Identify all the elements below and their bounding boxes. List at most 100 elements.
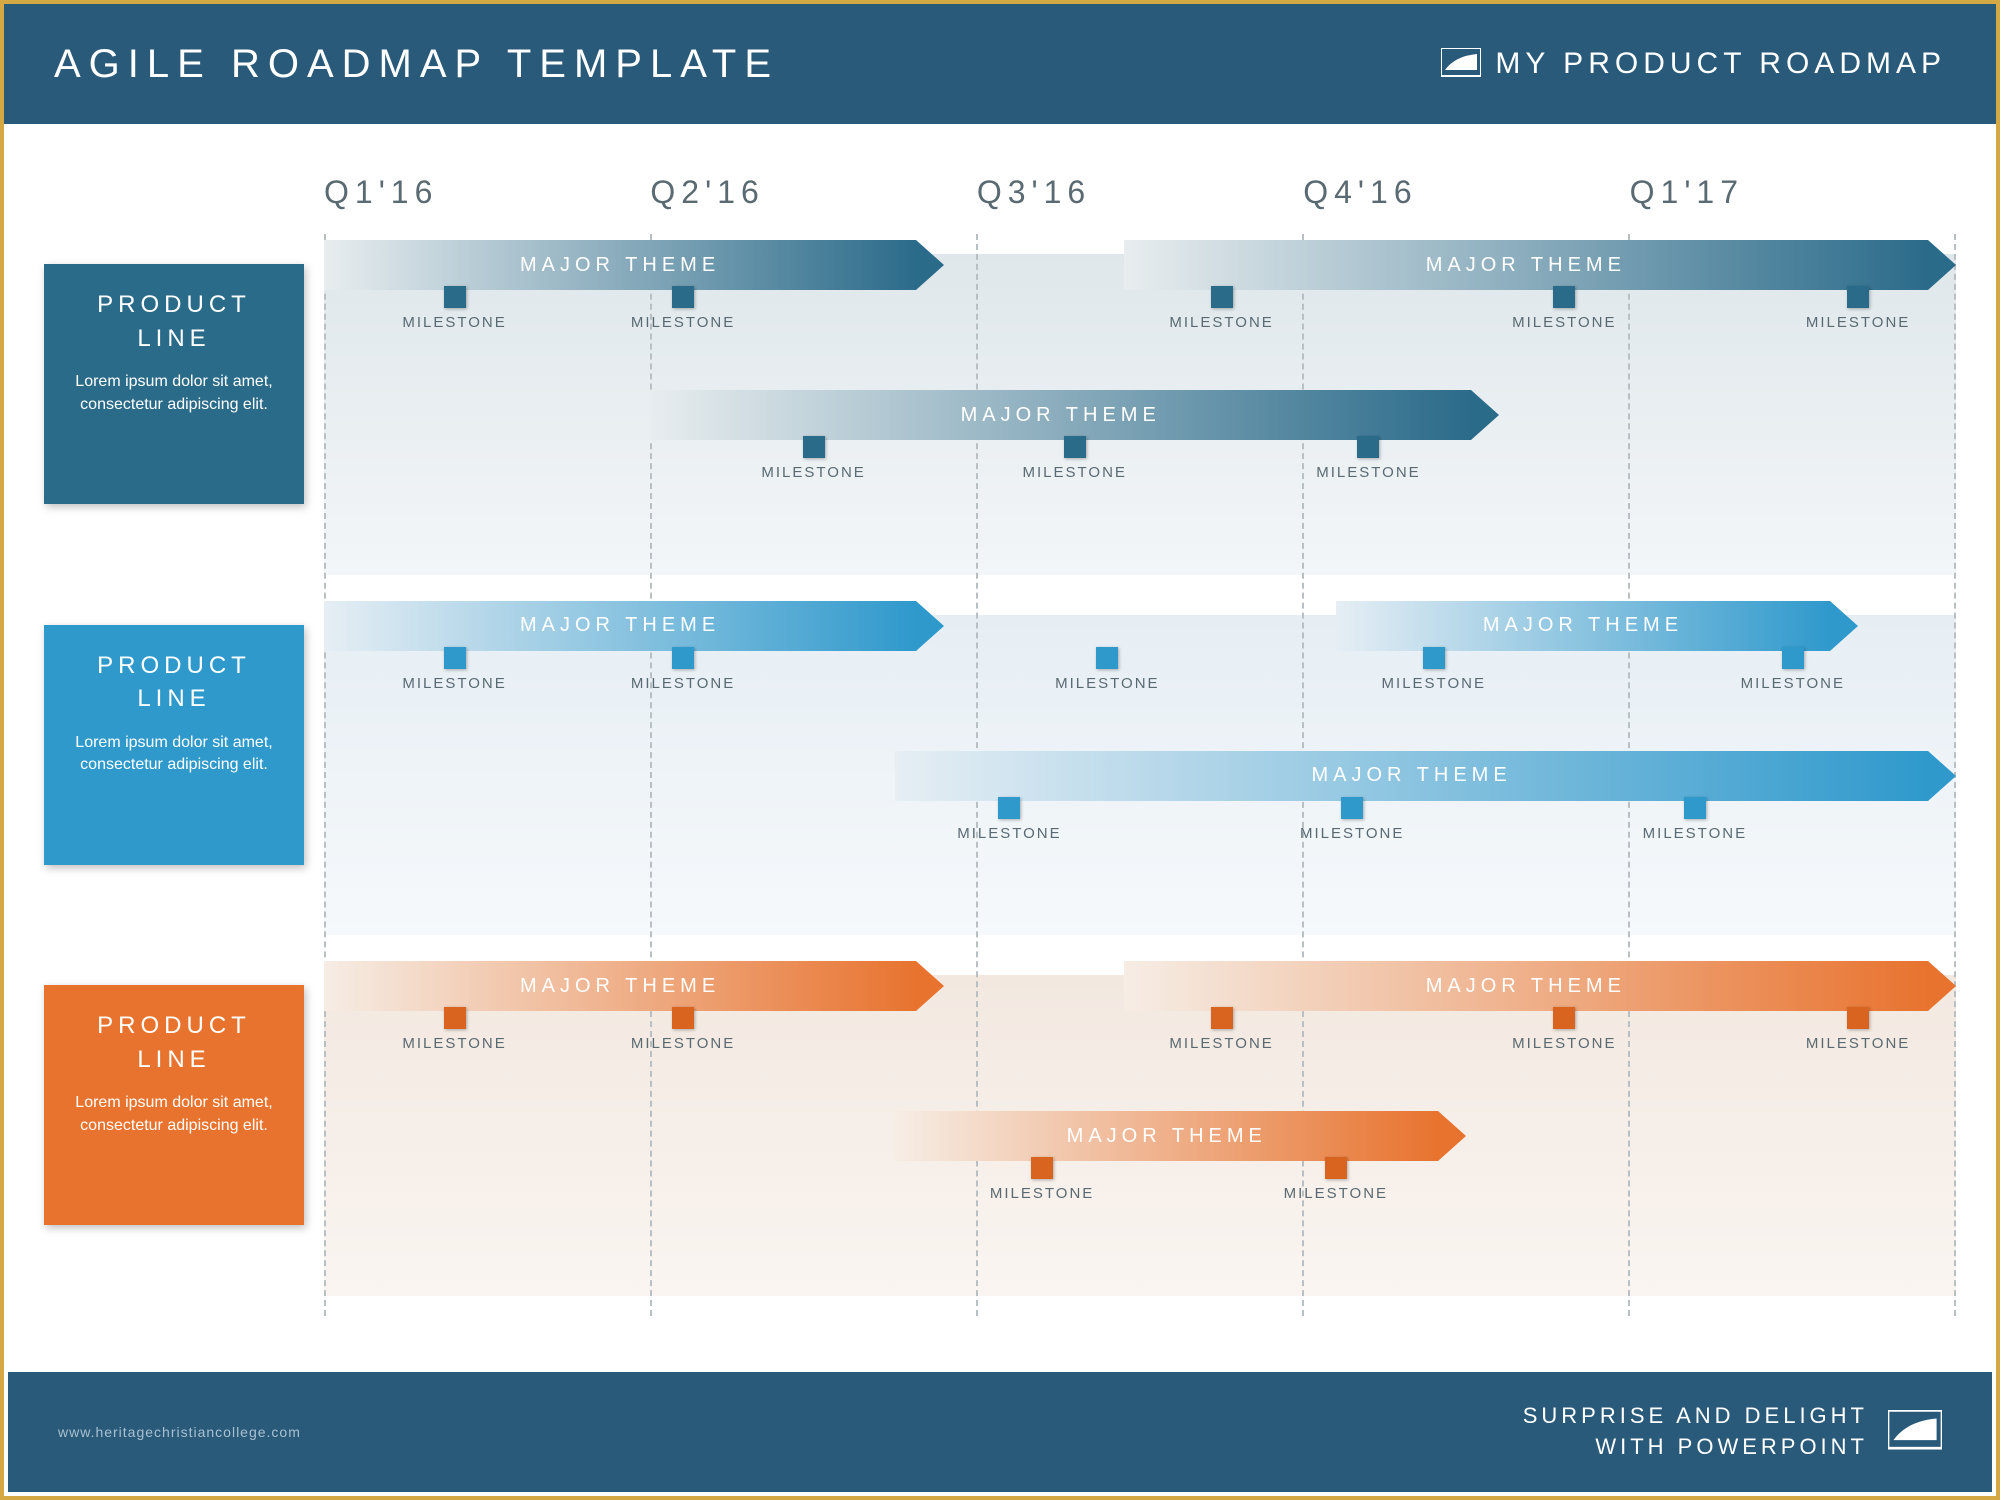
milestone-label: MILESTONE xyxy=(1512,314,1616,331)
theme-arrow: MAJOR THEME xyxy=(1336,601,1858,651)
theme-label: MAJOR THEME xyxy=(1124,961,1928,1011)
milestone-marker xyxy=(1553,1007,1575,1029)
milestone-label: MILESTONE xyxy=(1643,825,1747,842)
milestone-marker xyxy=(1096,647,1118,669)
milestone-label: MILESTONE xyxy=(1169,314,1273,331)
milestone-marker xyxy=(672,647,694,669)
milestone-marker xyxy=(1782,647,1804,669)
theme-label: MAJOR THEME xyxy=(895,751,1928,801)
milestone-label: MILESTONE xyxy=(1055,675,1159,692)
arrow-head-icon xyxy=(1928,240,1956,290)
footer-tagline-1: SURPRISE AND DELIGHT xyxy=(1523,1401,1868,1432)
theme-arrow: MAJOR THEME xyxy=(324,240,944,290)
milestone-label: MILESTONE xyxy=(1741,675,1845,692)
arrow-head-icon xyxy=(1471,390,1499,440)
lane-content: MAJOR THEME MAJOR THEME MILESTONE MILESTONE… xyxy=(324,955,1956,1316)
theme-label: MAJOR THEME xyxy=(324,601,916,651)
product-line-title: PRODUCT LINE xyxy=(66,288,282,355)
lane-content: MAJOR THEME MAJOR THEME MILESTONE MILESTONE… xyxy=(324,595,1956,956)
milestone-marker xyxy=(672,1007,694,1029)
theme-row: MAJOR THEME MILESTONE MILESTONE MILESTONE xyxy=(324,384,1956,534)
brand-label: MY PRODUCT ROADMAP xyxy=(1495,47,1946,81)
milestone-marker xyxy=(1847,1007,1869,1029)
milestone-marker xyxy=(1423,647,1445,669)
quarter-label: Q1'17 xyxy=(1630,174,1956,234)
brand: MY PRODUCT ROADMAP xyxy=(1441,47,1946,81)
milestone-marker xyxy=(1064,436,1086,458)
milestone-label: MILESTONE xyxy=(1316,464,1420,481)
roadmap-chart: Q1'16Q2'16Q3'16Q4'16Q1'17 PRODUCT LINE Lo… xyxy=(4,124,1996,1376)
milestone-label: MILESTONE xyxy=(631,314,735,331)
milestone-label: MILESTONE xyxy=(957,825,1061,842)
milestone-label: MILESTONE xyxy=(1382,675,1486,692)
footer-logo-icon xyxy=(1888,1410,1942,1454)
milestone-marker xyxy=(444,286,466,308)
milestone-marker xyxy=(1847,286,1869,308)
swimlanes: PRODUCT LINE Lorem ipsum dolor sit amet, … xyxy=(44,234,1956,1316)
product-line-desc: Lorem ipsum dolor sit amet, consectetur … xyxy=(66,371,282,416)
theme-arrow: MAJOR THEME xyxy=(1124,240,1956,290)
arrow-head-icon xyxy=(1830,601,1858,651)
milestone-label: MILESTONE xyxy=(1023,464,1127,481)
swimlane: PRODUCT LINE Lorem ipsum dolor sit amet, … xyxy=(44,595,1956,956)
theme-label: MAJOR THEME xyxy=(895,1111,1438,1161)
quarter-label: Q4'16 xyxy=(1303,174,1629,234)
milestone-marker xyxy=(1325,1157,1347,1179)
milestone-label: MILESTONE xyxy=(631,675,735,692)
theme-arrow: MAJOR THEME xyxy=(324,601,944,651)
milestone-marker xyxy=(672,286,694,308)
product-line-title: PRODUCT LINE xyxy=(66,649,282,716)
milestone-marker xyxy=(444,647,466,669)
milestone-label: MILESTONE xyxy=(1300,825,1404,842)
milestone-marker xyxy=(1684,797,1706,819)
milestone-label: MILESTONE xyxy=(761,464,865,481)
theme-arrow: MAJOR THEME xyxy=(324,961,944,1011)
arrow-head-icon xyxy=(1438,1111,1466,1161)
milestone-marker xyxy=(444,1007,466,1029)
milestone-marker xyxy=(1211,1007,1233,1029)
quarters-row: Q1'16Q2'16Q3'16Q4'16Q1'17 xyxy=(324,174,1956,234)
milestone-label: MILESTONE xyxy=(990,1185,1094,1202)
milestone-label: MILESTONE xyxy=(1806,314,1910,331)
footer: www.heritagechristiancollege.com SURPRIS… xyxy=(8,1372,1992,1492)
theme-arrow: MAJOR THEME xyxy=(650,390,1499,440)
arrow-head-icon xyxy=(916,601,944,651)
theme-label: MAJOR THEME xyxy=(650,390,1471,440)
product-line-desc: Lorem ipsum dolor sit amet, consectetur … xyxy=(66,732,282,777)
product-line-card: PRODUCT LINE Lorem ipsum dolor sit amet, … xyxy=(44,625,304,865)
arrow-head-icon xyxy=(1928,961,1956,1011)
milestone-marker xyxy=(1357,436,1379,458)
theme-arrow: MAJOR THEME xyxy=(1124,961,1956,1011)
quarter-label: Q1'16 xyxy=(324,174,650,234)
product-line-card: PRODUCT LINELorem ipsum dolor sit amet, … xyxy=(44,985,304,1225)
milestone-label: MILESTONE xyxy=(1169,1035,1273,1052)
theme-label: MAJOR THEME xyxy=(324,240,916,290)
swimlane: PRODUCT LINE Lorem ipsum dolor sit amet, … xyxy=(44,234,1956,595)
theme-row: MAJOR THEME MAJOR THEME MILESTONE MILESTONE… xyxy=(324,595,1956,745)
theme-label: MAJOR THEME xyxy=(1124,240,1928,290)
milestone-label: MILESTONE xyxy=(1512,1035,1616,1052)
milestone-marker xyxy=(803,436,825,458)
milestone-marker xyxy=(1341,797,1363,819)
theme-label: MAJOR THEME xyxy=(324,961,916,1011)
product-line-desc: Lorem ipsum dolor sit amet, consectetur … xyxy=(66,1092,282,1137)
milestone-label: MILESTONE xyxy=(402,1035,506,1052)
milestone-marker xyxy=(998,797,1020,819)
header: AGILE ROADMAP TEMPLATE MY PRODUCT ROADMA… xyxy=(4,4,1996,124)
arrow-head-icon xyxy=(916,961,944,1011)
milestone-marker xyxy=(1031,1157,1053,1179)
milestone-label: MILESTONE xyxy=(402,314,506,331)
slide-frame: AGILE ROADMAP TEMPLATE MY PRODUCT ROADMA… xyxy=(0,0,2000,1500)
footer-url: www.heritagechristiancollege.com xyxy=(58,1424,301,1440)
milestone-marker xyxy=(1211,286,1233,308)
arrow-head-icon xyxy=(916,240,944,290)
theme-arrow: MAJOR THEME xyxy=(895,1111,1466,1161)
milestone-label: MILESTONE xyxy=(631,1035,735,1052)
theme-row: MAJOR THEME MILESTONE MILESTONE MILESTONE xyxy=(324,745,1956,895)
lane-content: MAJOR THEME MAJOR THEME MILESTONE MILESTONE… xyxy=(324,234,1956,595)
brand-logo-icon xyxy=(1441,48,1481,80)
theme-row: MAJOR THEMEMILESTONEMILESTONE xyxy=(324,1105,1956,1255)
footer-tagline-2: WITH POWERPOINT xyxy=(1523,1432,1868,1463)
arrow-head-icon xyxy=(1928,751,1956,801)
milestone-label: MILESTONE xyxy=(402,675,506,692)
